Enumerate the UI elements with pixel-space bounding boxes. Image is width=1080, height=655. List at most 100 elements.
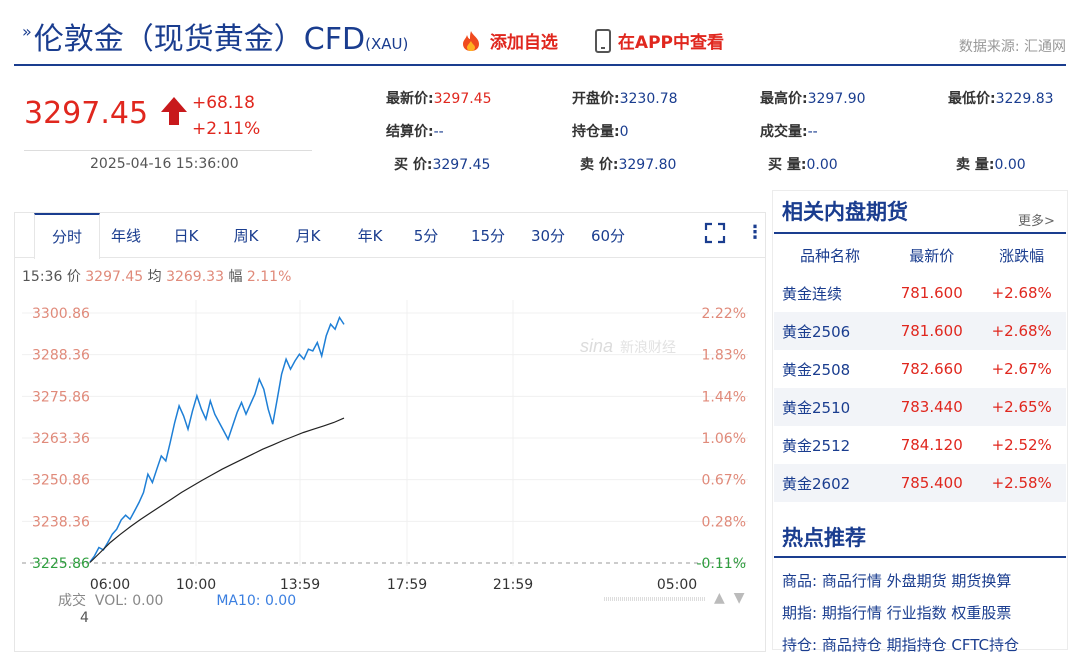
related-divider <box>774 232 1066 234</box>
field-settle: 结算价:-- <box>386 124 444 140</box>
table-row[interactable]: 黄金2506 781.600 +2.68% <box>774 312 1066 350</box>
info-time: 15:36 <box>22 269 63 285</box>
x-tick-label: 05:00 <box>657 577 697 593</box>
change-value: +68.18 <box>192 93 255 113</box>
tab-daily-k[interactable]: 日K <box>173 227 199 245</box>
volume-label: 成交 <box>58 593 86 609</box>
col-name: 品种名称 <box>800 246 861 265</box>
chart-info-line: 15:36 价 3297.45 均 3269.33 幅 2.11% <box>22 266 291 286</box>
page-title: »伦敦金（现货黄金）CFD(XAU) <box>22 14 408 58</box>
price-series-line <box>89 315 345 563</box>
view-in-app-label: 在APP中查看 <box>617 33 724 53</box>
hot-line-index[interactable]: 期指: 期指行情 行业指数 权重股票 <box>782 604 1012 622</box>
y-tick-label: 3225.86 <box>32 556 90 572</box>
hot-recommend-title: 热点推荐 <box>782 526 866 550</box>
title-sub: (XAU) <box>365 35 409 53</box>
x-tick-label: 17:59 <box>387 577 427 593</box>
current-price: 3297.45 <box>24 96 149 131</box>
y-tick-label: 3263.36 <box>32 431 90 447</box>
info-price: 3297.45 <box>85 269 144 285</box>
pct-tick-label: 2.22% <box>702 306 746 322</box>
tab-30min[interactable]: 30分 <box>530 227 566 245</box>
arrow-up-icon <box>161 97 187 125</box>
table-row[interactable]: 黄金2510 783.440 +2.65% <box>774 388 1066 426</box>
hot-line-commodity[interactable]: 商品: 商品行情 外盘期货 期货换算 <box>782 572 1012 590</box>
double-chevron-icon: » <box>22 22 32 41</box>
pct-tick-label: 1.06% <box>702 431 746 447</box>
more-options-icon[interactable]: ⋮ <box>746 222 764 243</box>
scroll-up-icon[interactable]: ▲ <box>714 590 725 606</box>
table-row[interactable]: 黄金2602 785.400 +2.58% <box>774 464 1066 502</box>
table-row[interactable]: 黄金连续 781.600 +2.68% <box>782 284 1052 303</box>
pct-tick-label: 0.28% <box>702 514 746 530</box>
info-avg-label: 均 <box>147 269 162 285</box>
price-divider <box>24 150 312 151</box>
volume-text: VOL: 0.00 <box>94 593 164 609</box>
sina-watermark: sina 新浪财经 <box>580 336 676 356</box>
pct-tick-label: 0.67% <box>702 473 746 489</box>
ma10-text: MA10: 0.00 <box>216 593 297 609</box>
field-volume: 成交量:-- <box>760 124 818 140</box>
phone-icon <box>595 29 611 53</box>
header-divider <box>14 64 1066 66</box>
col-price: 最新价 <box>909 246 955 265</box>
x-tick-label: 21:59 <box>493 577 533 593</box>
y-tick-label: 3275.86 <box>32 389 90 405</box>
price-change: +68.18 +2.11% <box>192 90 260 142</box>
info-avg: 3269.33 <box>166 269 224 285</box>
table-row[interactable]: 黄金2508 782.660 +2.67% <box>782 360 1052 379</box>
chart-scroll-arrows[interactable]: ▲ ▼ <box>714 590 744 606</box>
fullscreen-icon[interactable] <box>704 222 726 244</box>
info-amp: 2.11% <box>246 269 292 285</box>
field-open-interest: 持仓量:0 <box>572 124 629 140</box>
y-tick-label: 3250.86 <box>32 473 90 489</box>
x-tick-label: 10:00 <box>176 577 216 593</box>
tab-5min[interactable]: 5分 <box>413 227 439 245</box>
related-more-link[interactable]: 更多> <box>1018 214 1055 229</box>
data-source: 数据来源: 汇通网 <box>958 39 1066 55</box>
field-bid-size: 买 量:0.00 <box>768 157 838 173</box>
info-amp-label: 幅 <box>228 269 243 285</box>
info-price-label: 价 <box>66 269 81 285</box>
tab-year-line[interactable]: 年线 <box>110 227 141 245</box>
field-high: 最高价:3297.90 <box>760 91 866 107</box>
tab-intraday[interactable]: 分时 <box>34 213 100 259</box>
x-tick-label: 13:59 <box>280 577 320 593</box>
tab-yearly-k[interactable]: 年K <box>357 227 383 245</box>
scroll-down-icon[interactable]: ▼ <box>733 590 745 606</box>
volume-line: 成交 VOL: 0.00 MA10: 0.00 <box>58 590 296 610</box>
tab-60min[interactable]: 60分 <box>590 227 626 245</box>
flame-icon <box>463 31 479 51</box>
field-latest: 最新价:3297.45 <box>386 91 492 107</box>
pct-tick-label: 1.44% <box>702 389 746 405</box>
related-futures-table: 品种名称 最新价 涨跌幅 黄金连续 781.600 +2.68% 黄金2506 781… <box>774 236 1066 502</box>
col-change: 涨跌幅 <box>999 246 1045 265</box>
add-watch-label: 添加自选 <box>489 33 558 53</box>
y-tick-label: 3288.36 <box>32 348 90 364</box>
volume-axis-tick: 4 <box>80 610 89 626</box>
title-main: 伦敦金（现货黄金）CFD <box>33 22 366 57</box>
change-percent: +2.11% <box>192 119 261 139</box>
chart-tabs: 分时 年线 日K 周K 月K 年K 5分 15分 30分 60分 <box>14 213 766 259</box>
quote-datetime: 2025-04-16 15:36:00 <box>90 156 239 172</box>
field-open: 开盘价:3230.78 <box>572 91 678 107</box>
y-tick-label: 3300.86 <box>32 306 90 322</box>
tab-weekly-k[interactable]: 周K <box>233 227 259 245</box>
field-ask: 卖 价:3297.80 <box>580 157 677 173</box>
hot-divider <box>774 556 1066 558</box>
svg-text:新浪财经: 新浪财经 <box>620 340 676 356</box>
related-futures-title: 相关内盘期货 <box>782 200 908 224</box>
tab-monthly-k[interactable]: 月K <box>295 227 321 245</box>
tab-15min[interactable]: 15分 <box>470 227 506 245</box>
pct-tick-label: 1.83% <box>702 348 746 364</box>
x-tick-label: 06:00 <box>90 577 130 593</box>
hot-line-position[interactable]: 持仓: 商品持仓 期指持仓 CFTC持仓 <box>782 636 1019 654</box>
view-in-app-button[interactable]: 在APP中查看 <box>594 28 724 53</box>
pct-tick-label: -0.11% <box>696 556 746 572</box>
intraday-chart: sina 新浪财经 3300.86 2.22% 3288.36 1.83% 3275.8… <box>22 300 748 601</box>
svg-text:sina: sina <box>580 336 613 356</box>
table-row[interactable]: 黄金2512 784.120 +2.52% <box>782 436 1052 455</box>
add-watch-button[interactable]: 添加自选 <box>458 28 558 53</box>
y-tick-label: 3238.36 <box>32 514 90 530</box>
field-low: 最低价:3229.83 <box>948 91 1054 107</box>
